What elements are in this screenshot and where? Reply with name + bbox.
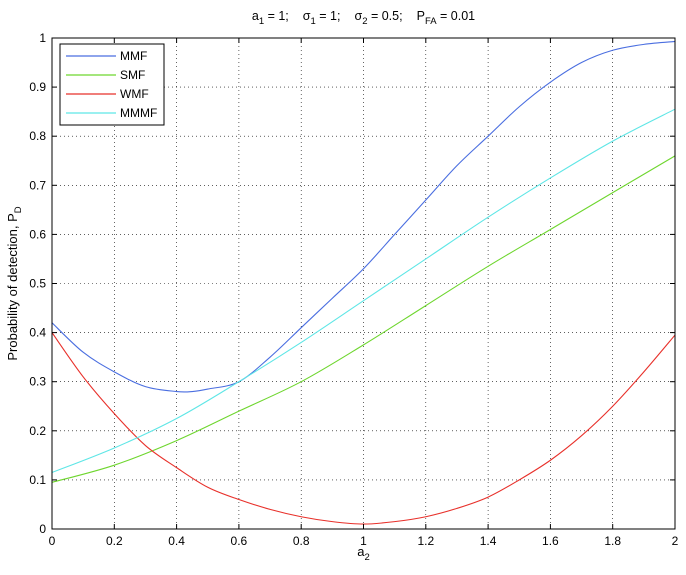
x-tick-label: 0.4 [168,534,185,548]
legend-label-mmmf: MMMF [120,106,157,120]
series-line-wmf [51,332,676,525]
legend-label-mmf: MMF [120,49,147,63]
y-axis-label-sub: D [13,206,24,213]
legend-box [59,43,165,126]
axis-ticks [51,37,676,530]
x-tick-label: 0.2 [106,534,123,548]
series-line-smf [51,155,676,483]
title-symbol: σ [303,9,311,23]
title-value: = 1; [264,9,289,23]
legend-label-wmf: WMF [120,87,149,101]
title-subscript: FA [425,16,437,27]
y-tick-label: 0 [39,522,46,536]
x-tick-label: 1.8 [604,534,621,548]
y-tick-label: 0.6 [29,227,46,241]
y-tick-label: 0.3 [29,375,46,389]
title-value: = 0.5; [367,9,402,23]
chart-title: a1 = 1; σ1 = 1; σ2 = 0.5; PFA = 0.01 [252,9,475,27]
x-tick-label: 0.6 [231,534,248,548]
y-tick-label: 0.5 [29,277,46,291]
x-axis-label-main: a [357,544,365,559]
title-subscript: 1 [311,16,316,27]
axis-labels: 0 0.2 0.4 0.6 0.8 1 1.2 1.4 1.6 1.8 2 0 0.1 0.2 0.3 0.4… [29,31,678,548]
legend: MMF SMF WMF MMMF [59,43,165,126]
x-axis-label-sub: 2 [364,552,369,563]
legend-label-smf: SMF [120,68,145,82]
x-axis-label: a2 [357,544,370,563]
title-symbol: P [417,9,425,23]
title-value: = 0.01 [437,9,476,23]
y-axis-label: Probability of detection, PD [5,206,24,360]
x-tick-label: 1.6 [542,534,559,548]
title-subscript: 2 [362,16,367,27]
title-value: = 1; [316,9,341,23]
y-tick-label: 0.8 [29,129,46,143]
y-tick-label: 1 [39,31,46,45]
title-subscript: 1 [259,16,264,27]
y-tick-label: 0.4 [29,326,46,340]
title-symbol: a [252,9,259,23]
y-tick-label: 0.9 [29,80,46,94]
series-line-mmmf [51,108,676,474]
x-tick-label: 0 [49,534,56,548]
title-symbol: σ [354,9,362,23]
series-line-mmf [51,40,676,393]
x-tick-label: 2 [672,534,679,548]
x-tick-label: 1.2 [417,534,434,548]
x-tick-label: 0.8 [293,534,310,548]
y-tick-label: 0.7 [29,178,46,192]
x-tick-label: 1 [360,534,367,548]
x-tick-label: 1.4 [480,534,497,548]
y-axis-label-main: Probability of detection, P [5,213,20,360]
y-tick-label: 0.1 [29,473,46,487]
y-tick-label: 0.2 [29,424,46,438]
